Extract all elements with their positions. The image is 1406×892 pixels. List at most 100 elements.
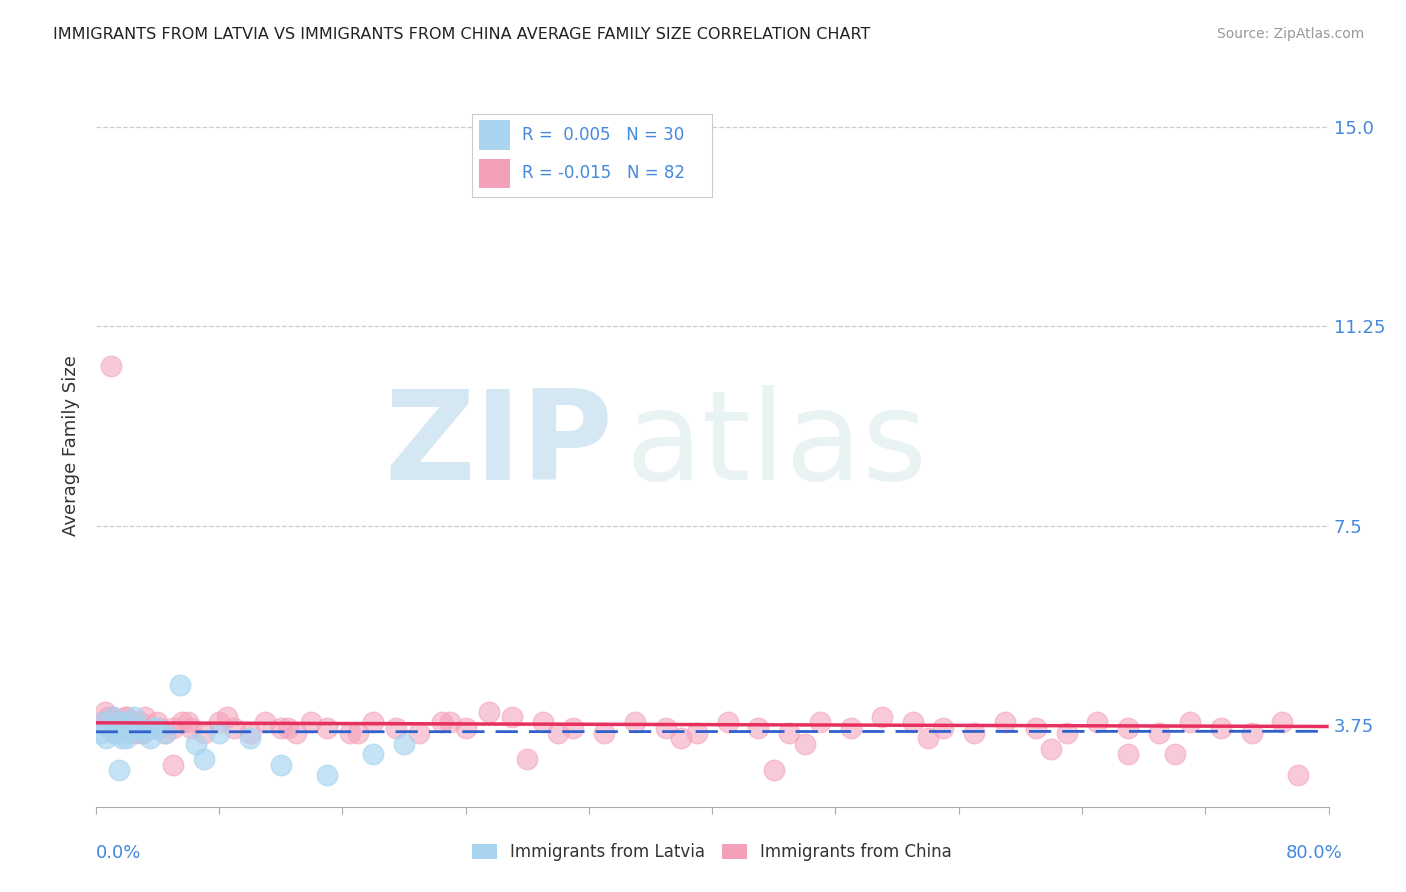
Point xyxy=(239,726,262,740)
Point xyxy=(277,721,299,735)
Point xyxy=(478,705,501,719)
Point xyxy=(239,731,262,746)
Point xyxy=(114,721,136,735)
Point xyxy=(793,737,815,751)
Point xyxy=(339,726,361,740)
Point xyxy=(146,715,169,730)
Point xyxy=(111,731,134,746)
Point xyxy=(131,726,153,740)
Point xyxy=(593,726,616,740)
Point xyxy=(315,721,337,735)
Point xyxy=(184,737,207,751)
Point xyxy=(1025,721,1047,735)
Point xyxy=(1286,768,1309,782)
Point xyxy=(134,710,156,724)
Point xyxy=(208,726,231,740)
Point xyxy=(120,715,142,730)
Point xyxy=(870,710,893,724)
Point xyxy=(1116,747,1139,761)
Point xyxy=(224,721,246,735)
Point xyxy=(97,710,120,724)
Point xyxy=(547,726,569,740)
Point xyxy=(1087,715,1109,730)
Point xyxy=(1271,715,1294,730)
Point xyxy=(104,726,127,740)
Point xyxy=(1056,726,1078,740)
Point xyxy=(118,715,141,730)
Point xyxy=(671,731,693,746)
Point xyxy=(169,678,191,692)
Point xyxy=(91,715,114,730)
Point xyxy=(1116,721,1139,735)
Point xyxy=(439,715,461,730)
Point xyxy=(531,715,554,730)
Point xyxy=(254,715,277,730)
Point xyxy=(146,721,169,735)
Point xyxy=(1040,741,1063,756)
Point xyxy=(162,757,184,772)
Point xyxy=(89,726,111,740)
Point xyxy=(170,715,193,730)
Point xyxy=(762,763,785,777)
Point xyxy=(90,715,112,730)
Point xyxy=(153,726,176,740)
Point xyxy=(624,715,647,730)
Point xyxy=(162,721,184,735)
Point xyxy=(501,710,523,724)
Point xyxy=(107,715,129,730)
Point xyxy=(299,715,322,730)
Point xyxy=(1209,721,1232,735)
Point xyxy=(105,715,128,730)
Point xyxy=(111,721,134,735)
Point xyxy=(361,747,384,761)
Point xyxy=(125,726,148,740)
Point xyxy=(839,721,862,735)
Point xyxy=(120,715,142,730)
Point xyxy=(193,752,215,766)
Point xyxy=(129,715,152,730)
Point xyxy=(932,721,955,735)
Point xyxy=(432,715,454,730)
Point xyxy=(115,731,138,746)
Text: Source: ZipAtlas.com: Source: ZipAtlas.com xyxy=(1216,27,1364,41)
Point xyxy=(101,710,124,724)
Point xyxy=(101,710,124,724)
Point xyxy=(215,710,238,724)
Point xyxy=(180,721,202,735)
Point xyxy=(562,721,585,735)
Point xyxy=(917,731,939,746)
Point xyxy=(94,705,117,719)
Point xyxy=(454,721,477,735)
Point xyxy=(716,715,738,730)
Point xyxy=(143,721,166,735)
Text: atlas: atlas xyxy=(626,385,928,507)
Text: IMMIGRANTS FROM LATVIA VS IMMIGRANTS FROM CHINA AVERAGE FAMILY SIZE CORRELATION : IMMIGRANTS FROM LATVIA VS IMMIGRANTS FRO… xyxy=(53,27,870,42)
Point xyxy=(270,757,292,772)
Point xyxy=(994,715,1017,730)
Point xyxy=(1178,715,1201,730)
Point xyxy=(103,726,125,740)
Point xyxy=(149,721,172,735)
Point xyxy=(963,726,986,740)
Text: 80.0%: 80.0% xyxy=(1286,844,1343,862)
Point xyxy=(655,721,678,735)
Point xyxy=(808,715,831,730)
Point xyxy=(346,726,368,740)
Point xyxy=(98,721,121,735)
Point xyxy=(193,726,215,740)
Point xyxy=(98,721,121,735)
Point xyxy=(117,726,139,740)
Point xyxy=(1163,747,1185,761)
Point xyxy=(901,715,924,730)
Point xyxy=(100,359,122,374)
Point xyxy=(392,737,415,751)
Point xyxy=(778,726,800,740)
Point xyxy=(315,768,337,782)
Point xyxy=(115,710,138,724)
Point xyxy=(208,715,231,730)
Point xyxy=(285,726,308,740)
Point xyxy=(747,721,769,735)
Point xyxy=(138,731,160,746)
Point xyxy=(686,726,709,740)
Point xyxy=(361,715,384,730)
